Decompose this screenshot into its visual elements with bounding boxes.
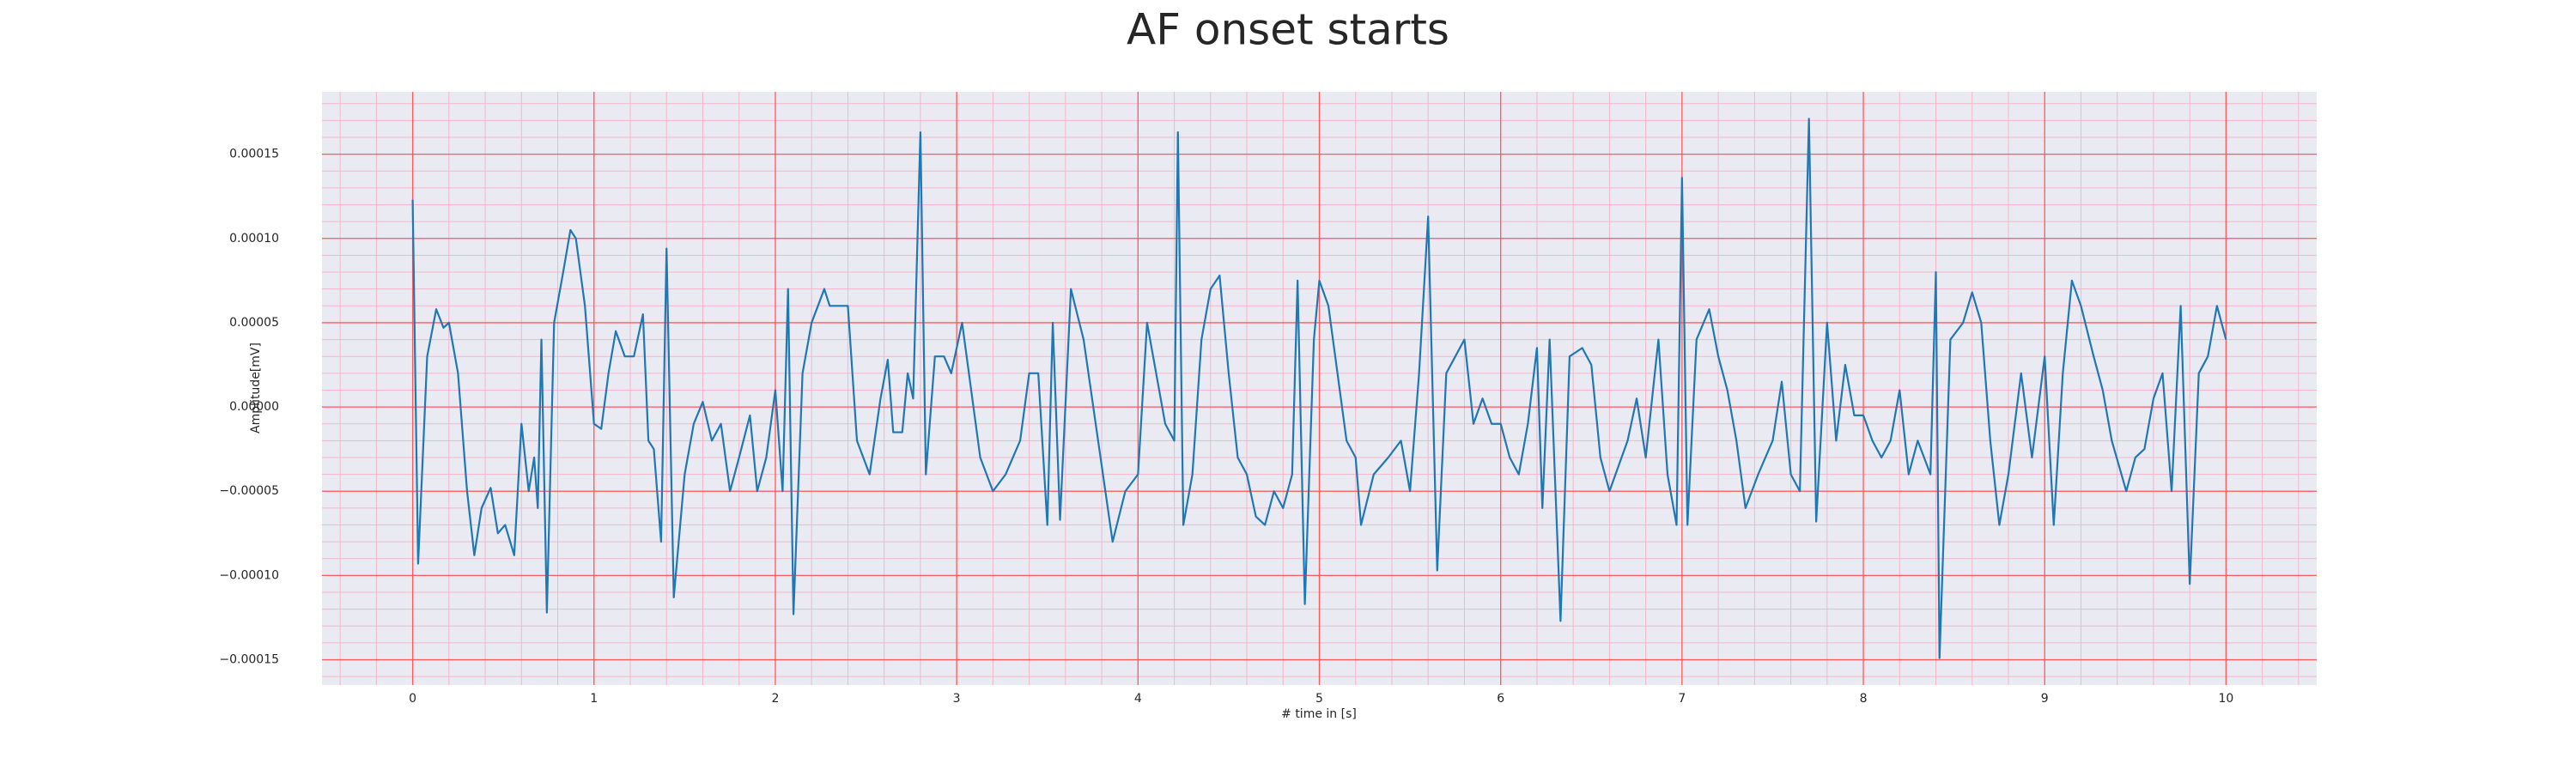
x-tick-label: 3: [953, 692, 961, 706]
y-tick-label: −0.00005: [219, 484, 279, 498]
x-tick-label: 6: [1497, 692, 1504, 706]
y-tick-label: 0.00000: [229, 400, 279, 414]
x-tick-label: 4: [1134, 692, 1142, 706]
chart-title: AF onset starts: [1127, 5, 1449, 55]
x-tick-label: 5: [1315, 692, 1323, 706]
x-tick-label: 10: [2218, 692, 2233, 706]
x-axis-label: # time in [s]: [1281, 707, 1357, 721]
signal-line: [411, 118, 2227, 659]
y-tick-label: 0.00005: [229, 316, 279, 330]
x-tick-label: 1: [590, 692, 598, 706]
x-tick-label: 0: [409, 692, 416, 706]
y-tick-label: 0.00010: [229, 232, 279, 246]
y-tick-label: −0.00010: [219, 568, 279, 582]
x-tick-label: 8: [1860, 692, 1868, 706]
x-tick-label: 7: [1678, 692, 1686, 706]
y-tick-label: −0.00015: [219, 653, 279, 667]
y-tick-label: 0.00015: [229, 148, 279, 161]
x-tick-label: 2: [771, 692, 779, 706]
x-tick-label: 9: [2041, 692, 2049, 706]
y-axis-label: Amplitude[mV]: [249, 343, 263, 433]
